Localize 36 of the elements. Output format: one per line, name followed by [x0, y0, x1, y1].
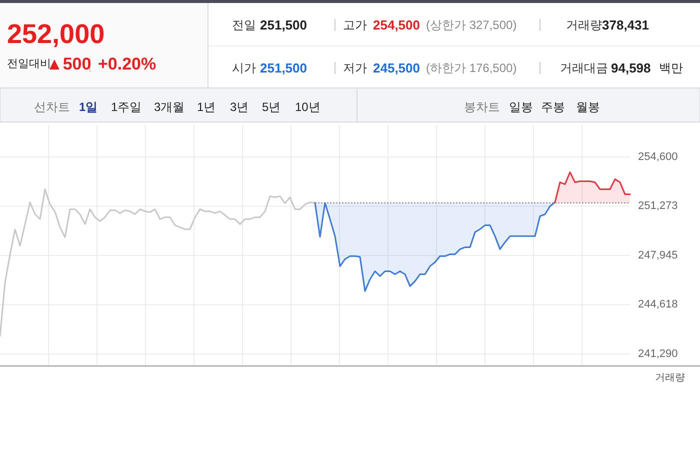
text: 선차트	[34, 100, 70, 114]
y-tick-label: 251,273	[638, 200, 678, 212]
text: 봉차트	[464, 100, 500, 114]
text: 5년	[262, 100, 281, 114]
text: 주봉	[541, 100, 565, 114]
y-tick-label: 247,945	[638, 249, 678, 262]
text: 월봉	[576, 100, 600, 114]
text: 251,500	[260, 18, 307, 32]
text: 94,598	[611, 60, 651, 76]
text: 10년	[295, 100, 320, 114]
text: 저가	[343, 61, 367, 75]
text: (상한가 327,500)	[426, 18, 517, 32]
text: 고가	[343, 18, 367, 32]
text: 전일	[232, 18, 256, 32]
text: 1일	[79, 100, 98, 114]
text: +0.20%	[98, 54, 156, 74]
y-tick-label: 244,618	[638, 298, 678, 311]
text: 254,500	[373, 18, 420, 32]
text: 1년	[197, 100, 216, 114]
text: 백만	[659, 61, 683, 75]
y-tick-label: 254,600	[638, 150, 678, 163]
y-tick-label: 241,290	[638, 348, 678, 360]
text: 251,500	[260, 60, 307, 76]
text: 3개월	[154, 100, 185, 114]
text: 252,000	[7, 19, 105, 49]
text: 일봉	[509, 100, 533, 114]
text: 시가	[232, 61, 256, 75]
text: 3년	[230, 100, 249, 114]
text: 거래대금	[560, 61, 608, 75]
text: 245,500	[373, 60, 420, 76]
text: 거래량	[566, 18, 602, 32]
text: 거래량	[655, 372, 685, 384]
text: (하한가 176,500)	[426, 61, 517, 75]
line-series	[0, 188, 316, 337]
text: 1주일	[111, 100, 142, 114]
text: 378,431	[602, 18, 649, 32]
